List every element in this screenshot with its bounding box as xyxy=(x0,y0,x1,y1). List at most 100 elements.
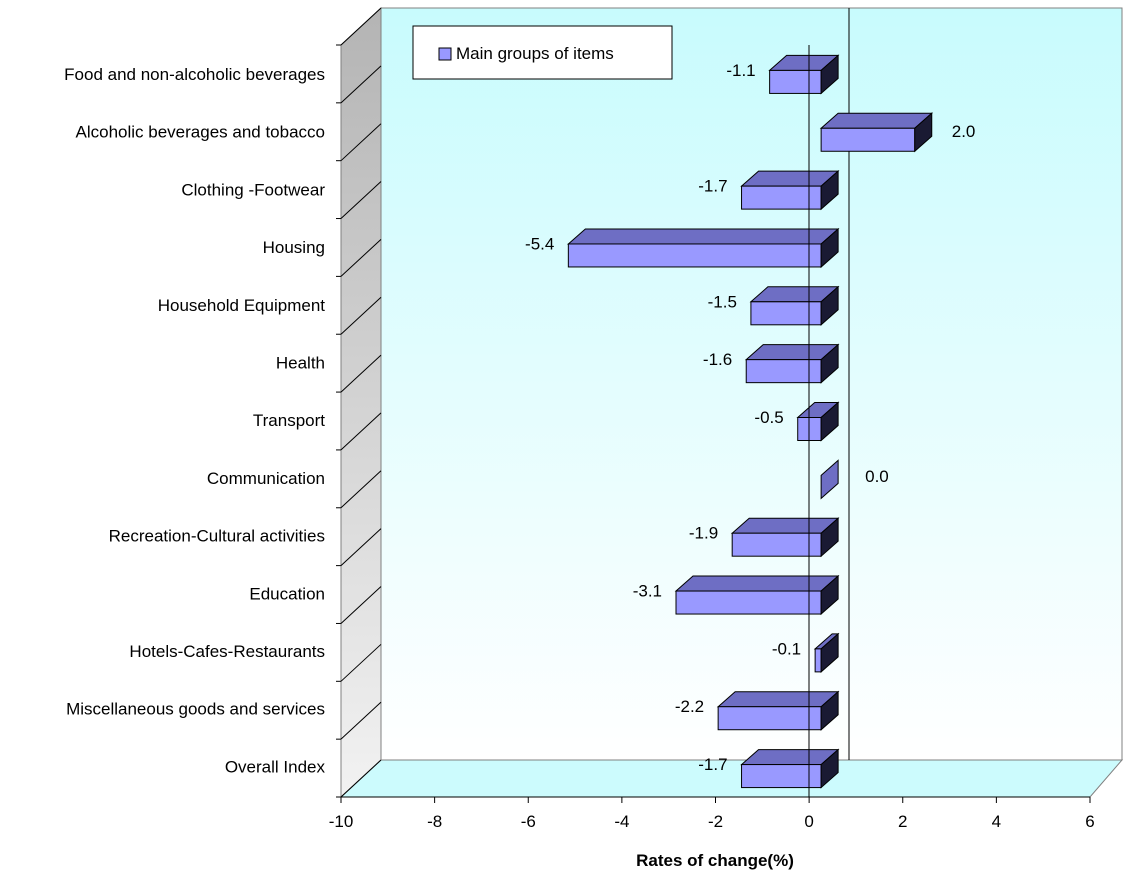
category-label: Overall Index xyxy=(225,757,326,776)
legend: Main groups of items xyxy=(412,25,673,80)
legend-swatch xyxy=(438,47,452,61)
bar xyxy=(730,517,840,558)
bar-front xyxy=(769,69,822,94)
category-gridline xyxy=(340,528,382,566)
bar-value-label: -0.1 xyxy=(772,639,801,658)
category-label: Household Equipment xyxy=(158,296,326,315)
bar-front xyxy=(820,127,916,152)
bar xyxy=(768,54,840,95)
bar xyxy=(813,632,840,673)
category-gridline xyxy=(340,701,382,740)
x-tick-label: -4 xyxy=(614,812,629,831)
category-label: Transport xyxy=(253,411,325,430)
bar-front xyxy=(567,243,822,268)
category-gridline xyxy=(340,354,382,393)
bar-value-label: -1.6 xyxy=(703,350,732,369)
category-gridline xyxy=(340,7,382,46)
category-gridline xyxy=(340,470,382,509)
legend-label: Main groups of items xyxy=(456,44,614,63)
floor xyxy=(339,759,1123,798)
bar xyxy=(749,285,840,326)
bar-top xyxy=(819,112,934,129)
category-gridline xyxy=(340,123,382,162)
bar xyxy=(819,112,934,153)
category-label: Food and non-alcoholic beverages xyxy=(64,65,325,84)
category-gridline xyxy=(340,643,382,682)
bar-side xyxy=(820,170,839,211)
chart-walls xyxy=(339,6,1123,799)
bar-front xyxy=(750,301,822,326)
category-labels: Food and non-alcoholic beverages Alcoholi… xyxy=(64,65,325,776)
bar-side xyxy=(820,401,839,442)
bar xyxy=(740,170,840,211)
side-wall xyxy=(340,6,382,799)
legend-box xyxy=(412,25,673,80)
bar-side xyxy=(820,227,839,269)
bar-front xyxy=(814,648,822,673)
bar-front xyxy=(745,359,822,384)
x-tick-label: 0 xyxy=(804,812,813,831)
bars xyxy=(567,54,934,789)
bar-side xyxy=(820,574,839,616)
value-labels: -1.1 2.0 -1.7 -5.4 -1.5 -1.6 -0.5 0.0 -1.9 -3.1 -0… xyxy=(525,61,975,774)
bar-top xyxy=(674,575,840,592)
bar-value-label: -0.5 xyxy=(754,408,783,427)
bar-value-label: -1.7 xyxy=(698,177,727,196)
category-label: Communication xyxy=(207,469,325,488)
bar xyxy=(820,459,839,500)
category-gridline xyxy=(340,586,382,624)
bar xyxy=(716,690,840,731)
category-label: Alcoholic beverages and tobacco xyxy=(76,123,326,142)
bar-side xyxy=(820,690,839,731)
back-wall xyxy=(380,7,1123,761)
bar xyxy=(674,574,840,616)
category-gridline xyxy=(340,181,382,219)
bar-top xyxy=(716,691,840,708)
bar-side xyxy=(820,748,839,789)
bar-side xyxy=(820,459,839,500)
x-tick-label: -2 xyxy=(708,812,723,831)
bar-value-label: -2.2 xyxy=(675,697,704,716)
bar-side xyxy=(820,517,839,558)
bar-value-label: 0.0 xyxy=(865,467,889,486)
x-tick-label: 4 xyxy=(992,812,1001,831)
x-tick-label: -10 xyxy=(329,812,354,831)
bar-value-label: -1.9 xyxy=(689,524,718,543)
bar-value-label: -1.5 xyxy=(708,292,737,311)
category-ticks xyxy=(336,7,382,798)
bar-value-label: -3.1 xyxy=(633,582,662,601)
category-gridline xyxy=(340,65,382,104)
x-tick-label: 6 xyxy=(1085,812,1094,831)
bar-top xyxy=(730,517,840,534)
x-tick-label: -6 xyxy=(521,812,536,831)
category-gridline xyxy=(340,412,382,451)
bar-value-label: -1.7 xyxy=(698,755,727,774)
bar-top xyxy=(567,228,840,245)
x-tick-label: -8 xyxy=(427,812,442,831)
bar-value-label: -1.1 xyxy=(726,61,755,80)
category-label: Education xyxy=(249,584,325,603)
category-label: Hotels-Cafes-Restaurants xyxy=(129,642,325,661)
bar xyxy=(740,748,840,789)
bar-front xyxy=(717,706,822,731)
category-label: Housing xyxy=(263,238,325,257)
bar xyxy=(744,343,840,384)
bar-value-label: -5.4 xyxy=(525,234,554,253)
category-gridline xyxy=(340,759,382,798)
bar-value-label: 2.0 xyxy=(952,122,976,141)
x-axis-ticks: -10 -8 -6 -4 -2 0 2 4 6 xyxy=(329,797,1095,831)
x-axis-title: Rates of change(%) xyxy=(636,851,794,870)
bar-side xyxy=(914,112,933,153)
category-label: Miscellaneous goods and services xyxy=(66,700,325,719)
x-tick-label: 2 xyxy=(898,812,907,831)
bar-side xyxy=(820,285,839,326)
category-label: Health xyxy=(276,354,325,373)
bar-side xyxy=(820,343,839,384)
category-gridline xyxy=(340,239,382,277)
bar-front xyxy=(731,532,822,557)
category-label: Clothing -Footwear xyxy=(181,180,325,199)
bar xyxy=(567,227,840,269)
bar-front xyxy=(675,590,822,615)
